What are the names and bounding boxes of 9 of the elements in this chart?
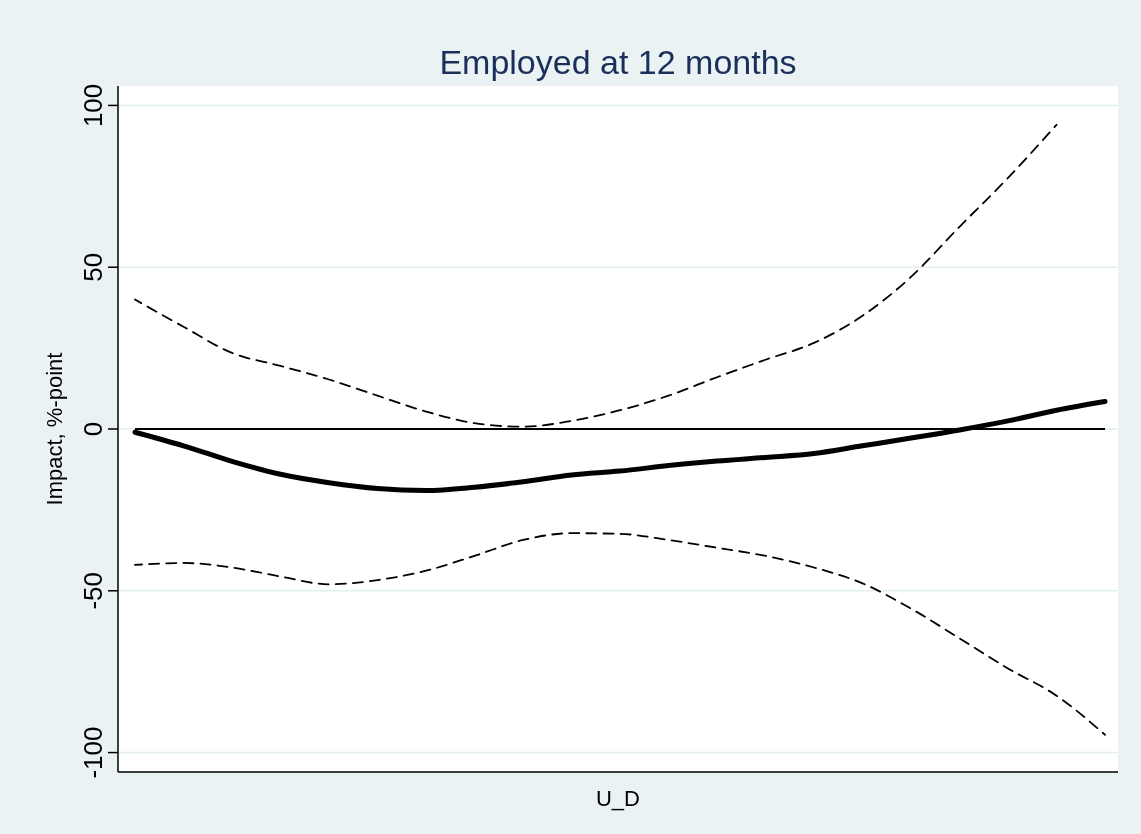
- y-axis-title: Impact, %-point: [42, 352, 67, 506]
- y-tick-label: 100: [78, 83, 108, 128]
- chart-title: Employed at 12 months: [439, 43, 797, 81]
- y-tick-label: 0: [78, 421, 108, 437]
- y-tick-label: -50: [78, 572, 108, 610]
- line-series: [134, 532, 1106, 736]
- y-tick-label: -100: [78, 726, 108, 779]
- x-axis-title: U_D: [595, 786, 641, 811]
- y-tick-label: 50: [78, 252, 108, 282]
